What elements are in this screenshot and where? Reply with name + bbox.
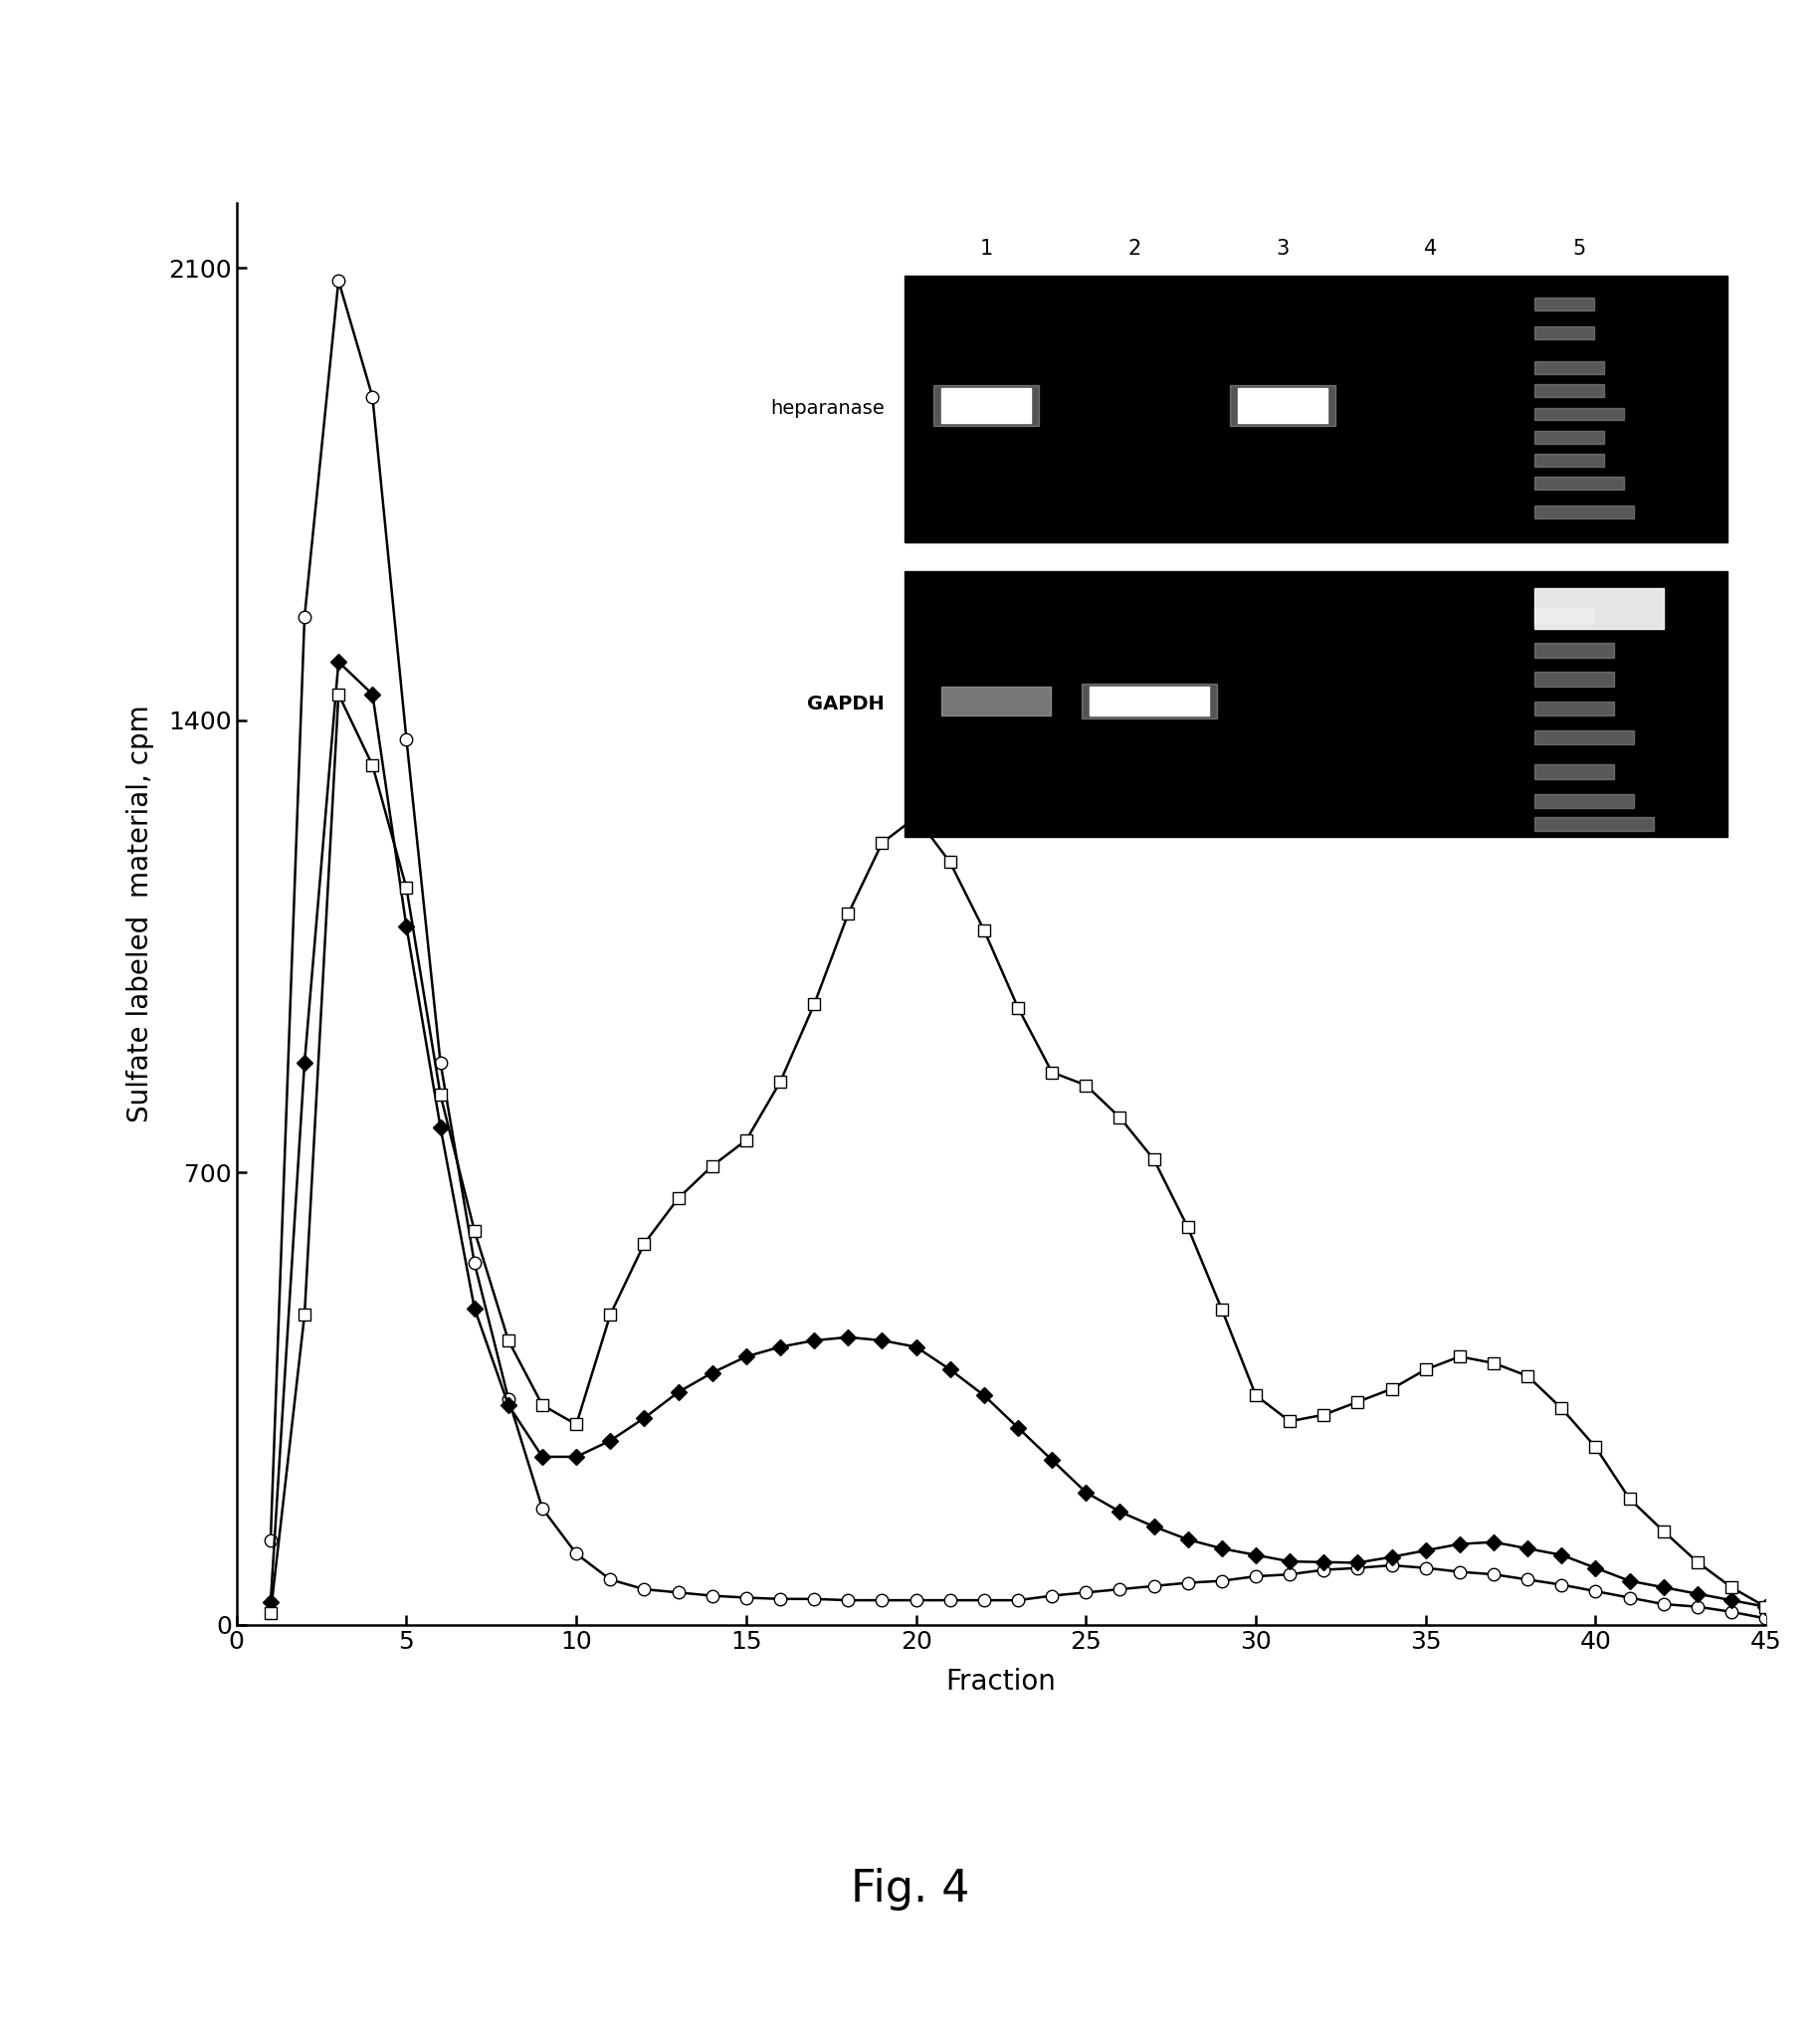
Bar	[1238, 388, 1327, 422]
Bar	[1534, 431, 1603, 443]
Bar	[1534, 672, 1614, 686]
Text: 1: 1	[979, 238, 994, 258]
Bar	[1534, 506, 1634, 518]
Bar	[934, 386, 1039, 427]
Bar	[1534, 644, 1614, 658]
Bar	[1534, 589, 1663, 630]
Bar	[1534, 701, 1614, 715]
Bar	[1090, 686, 1208, 715]
Text: 5: 5	[1572, 238, 1585, 258]
Bar	[1534, 477, 1623, 489]
Bar	[941, 686, 1050, 715]
Bar	[1083, 684, 1218, 719]
Text: 3: 3	[1276, 238, 1289, 258]
Bar	[1230, 386, 1336, 427]
Bar	[1534, 816, 1654, 831]
Bar	[1534, 609, 1594, 624]
FancyBboxPatch shape	[905, 571, 1727, 837]
Bar	[1534, 362, 1603, 374]
Bar	[1534, 794, 1634, 808]
Bar	[1534, 729, 1634, 745]
Text: GAPDH: GAPDH	[806, 695, 885, 713]
Bar	[941, 388, 1032, 422]
Text: Fig. 4: Fig. 4	[850, 1866, 970, 1911]
X-axis label: Fraction: Fraction	[946, 1667, 1056, 1696]
Bar	[1534, 766, 1614, 780]
Bar	[1534, 327, 1594, 339]
Text: 4: 4	[1425, 238, 1438, 258]
Text: 2: 2	[1128, 238, 1141, 258]
Bar	[1534, 299, 1594, 311]
Bar	[1534, 384, 1603, 398]
FancyBboxPatch shape	[905, 276, 1727, 542]
Text: heparanase: heparanase	[770, 400, 885, 418]
Bar	[1534, 453, 1603, 467]
Y-axis label: Sulfate labeled  material, cpm: Sulfate labeled material, cpm	[127, 705, 155, 1123]
Bar	[1534, 408, 1623, 420]
